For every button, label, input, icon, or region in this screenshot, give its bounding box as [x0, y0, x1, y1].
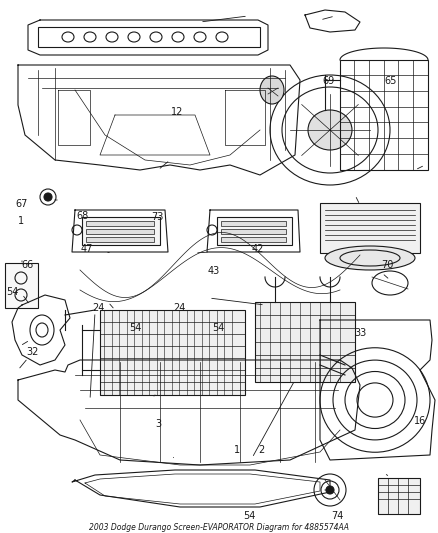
Bar — [340, 60, 428, 170]
Bar — [100, 310, 245, 395]
Ellipse shape — [260, 76, 284, 104]
Bar — [5, 263, 38, 308]
Text: 24: 24 — [92, 303, 104, 312]
Text: 47: 47 — [81, 245, 93, 254]
Text: 54: 54 — [212, 323, 225, 333]
Bar — [86, 221, 154, 226]
Bar — [378, 478, 420, 514]
Text: 24: 24 — [173, 303, 185, 312]
Text: 69: 69 — [322, 76, 334, 86]
Text: 73: 73 — [151, 213, 163, 222]
Text: 3: 3 — [155, 419, 162, 429]
Text: 1: 1 — [18, 216, 24, 226]
Text: 68: 68 — [77, 211, 89, 221]
Bar — [221, 237, 286, 242]
Bar — [221, 221, 286, 226]
Bar — [217, 217, 292, 245]
Text: 65: 65 — [385, 76, 397, 86]
Text: 2003 Dodge Durango Screen-EVAPORATOR Diagram for 4885574AA: 2003 Dodge Durango Screen-EVAPORATOR Dia… — [89, 522, 349, 531]
Text: 12: 12 — [171, 107, 183, 117]
Text: 33: 33 — [355, 328, 367, 338]
Ellipse shape — [325, 246, 415, 270]
Text: 2: 2 — [258, 446, 265, 455]
Text: 1: 1 — [234, 446, 240, 455]
Bar — [82, 217, 160, 245]
Text: 32: 32 — [26, 347, 39, 357]
Bar — [38, 27, 260, 47]
Text: 42: 42 — [252, 245, 264, 254]
Text: 54: 54 — [7, 287, 19, 297]
Text: 70: 70 — [381, 261, 393, 270]
Text: 16: 16 — [414, 416, 426, 426]
Text: 74: 74 — [331, 511, 343, 521]
Ellipse shape — [308, 110, 352, 150]
Bar — [86, 229, 154, 234]
Ellipse shape — [326, 486, 334, 494]
Text: 54: 54 — [129, 323, 141, 333]
Bar — [320, 203, 420, 253]
Bar — [221, 229, 286, 234]
Text: 54: 54 — [243, 511, 255, 521]
Text: 43: 43 — [208, 266, 220, 276]
Text: 67: 67 — [15, 199, 28, 208]
Bar — [86, 237, 154, 242]
Bar — [255, 302, 355, 382]
Text: 66: 66 — [21, 261, 33, 270]
Ellipse shape — [44, 193, 52, 201]
